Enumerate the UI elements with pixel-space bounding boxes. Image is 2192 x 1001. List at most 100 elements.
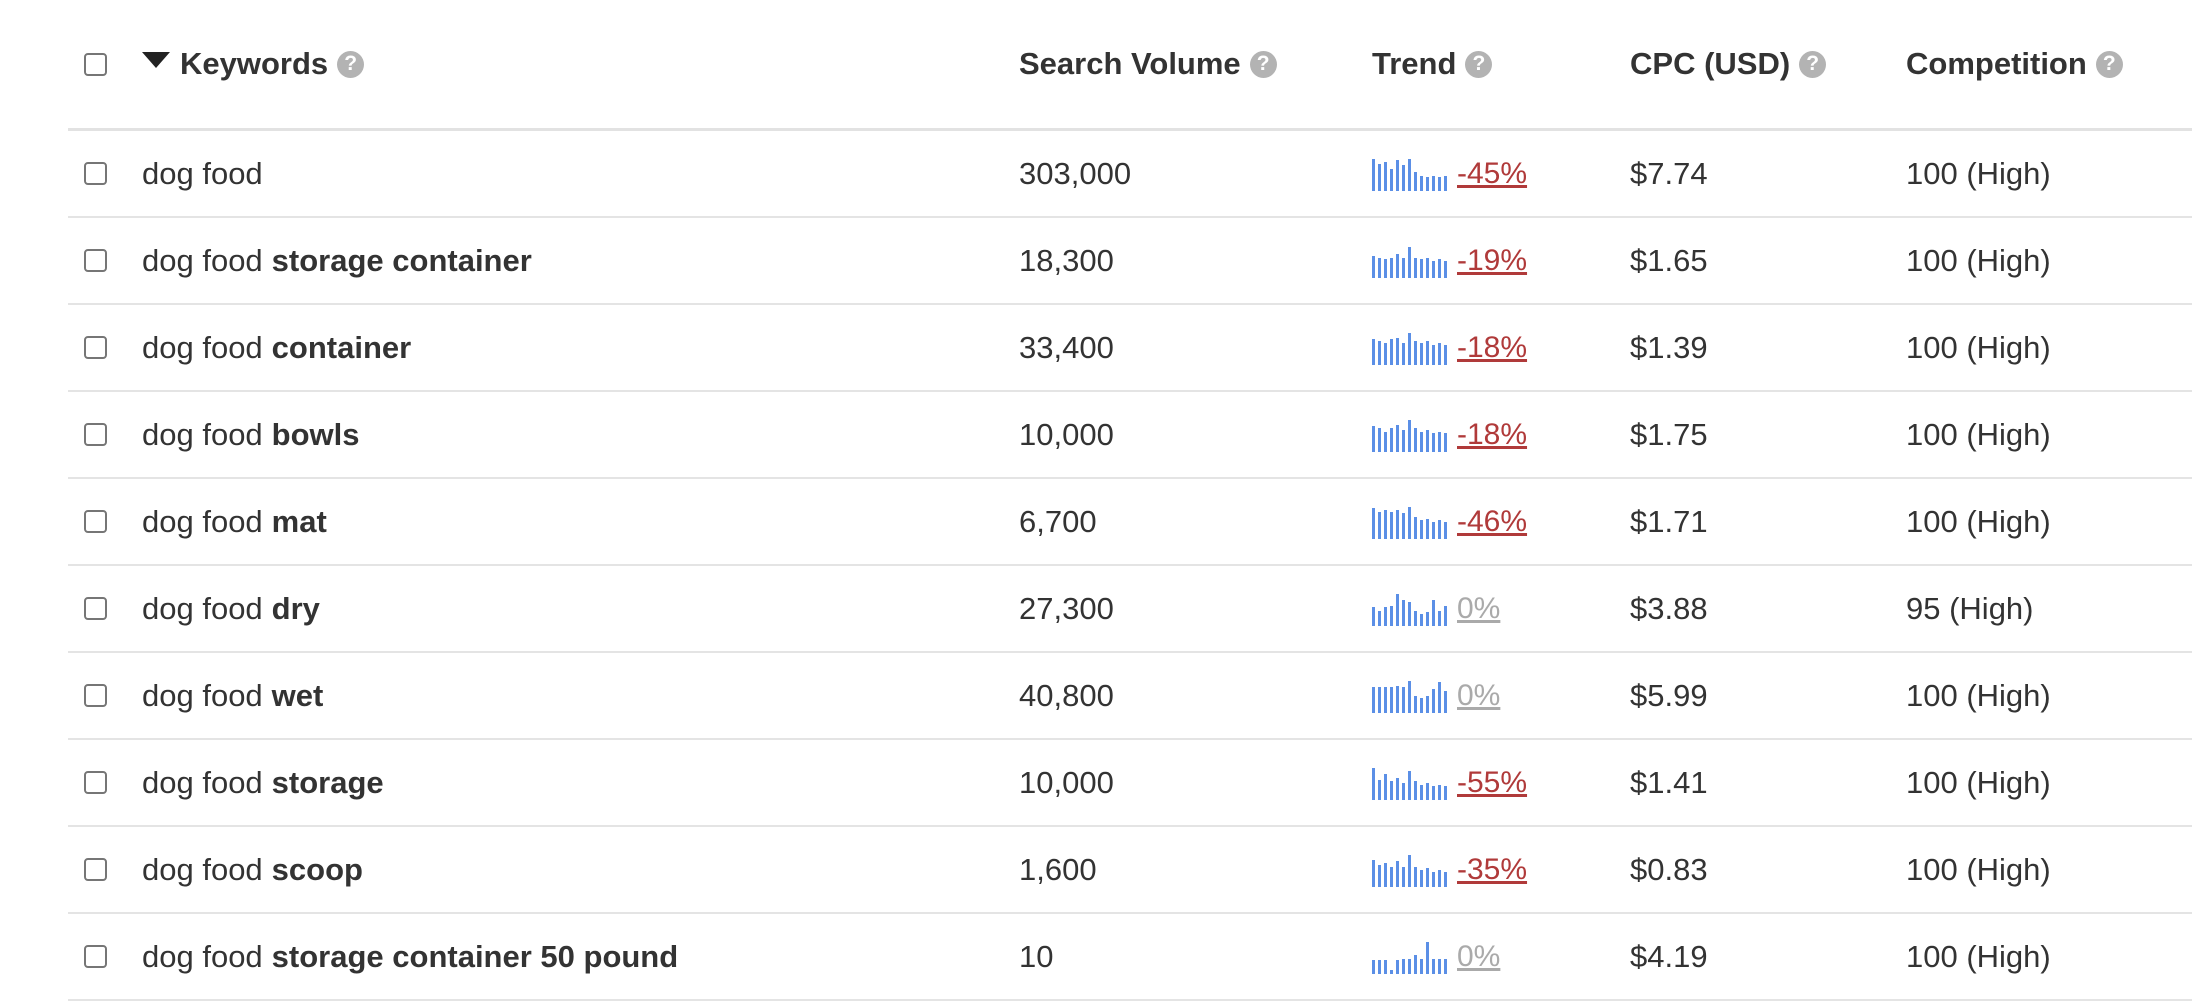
trend-sparkline bbox=[1372, 940, 1447, 974]
table-row[interactable]: dog food mat 6,700 -46% $1.71 100 (High) bbox=[68, 479, 2192, 566]
row-checkbox[interactable] bbox=[84, 162, 107, 185]
competition-cell: 100 (High) bbox=[1906, 851, 2051, 887]
row-checkbox[interactable] bbox=[84, 684, 107, 707]
trend-cell: 0% bbox=[1372, 653, 1500, 738]
trend-help-icon[interactable]: ? bbox=[1465, 50, 1493, 78]
competition-cell: 95 (High) bbox=[1906, 590, 2034, 626]
trend-cell: -46% bbox=[1372, 479, 1527, 564]
trend-percent-link[interactable]: 0% bbox=[1457, 678, 1501, 712]
sort-descending-icon[interactable] bbox=[142, 52, 170, 68]
column-competition[interactable]: Competition ? bbox=[1906, 0, 2123, 128]
trend-sparkline bbox=[1372, 244, 1447, 278]
trend-percent-link[interactable]: 0% bbox=[1457, 591, 1501, 625]
sparkline-bar bbox=[1378, 163, 1381, 191]
cpc-help-icon[interactable]: ? bbox=[1799, 50, 1827, 78]
sparkline-bar bbox=[1420, 869, 1423, 887]
table-row[interactable]: dog food storage container 18,300 -19% $… bbox=[68, 218, 2192, 305]
trend-cell: 0% bbox=[1372, 914, 1500, 999]
sparkline-bar bbox=[1408, 680, 1411, 713]
column-keywords-label: Keywords bbox=[180, 46, 329, 81]
trend-percent-link[interactable]: -35% bbox=[1457, 852, 1528, 886]
select-all-checkbox[interactable] bbox=[84, 52, 107, 76]
keyword-modifier: storage container 50 pound bbox=[271, 938, 679, 974]
keyword-cell: dog food bbox=[142, 131, 272, 216]
column-keywords[interactable]: Keywords ? bbox=[142, 0, 365, 128]
trend-percent-link[interactable]: -45% bbox=[1457, 156, 1528, 190]
row-checkbox[interactable] bbox=[84, 423, 107, 446]
trend-percent-link[interactable]: -19% bbox=[1457, 243, 1528, 277]
column-search-volume[interactable]: Search Volume ? bbox=[1019, 0, 1277, 128]
sparkline-bar bbox=[1438, 431, 1441, 452]
keyword-modifier: wet bbox=[271, 677, 324, 713]
table-row[interactable]: dog food container 33,400 -18% $1.39 100… bbox=[68, 305, 2192, 392]
keyword-cell: dog food scoop bbox=[142, 827, 363, 912]
sparkline-bar bbox=[1396, 337, 1399, 365]
sparkline-bar bbox=[1384, 161, 1387, 191]
sparkline-bar bbox=[1420, 342, 1423, 365]
table-row[interactable]: dog food bowls 10,000 -18% $1.75 100 (Hi… bbox=[68, 392, 2192, 479]
sparkline-bar bbox=[1438, 681, 1441, 713]
keyword-base: dog food bbox=[142, 851, 263, 887]
keyword-modifier: dry bbox=[271, 590, 320, 626]
sparkline-bar bbox=[1390, 511, 1393, 539]
sparkline-bar bbox=[1432, 785, 1435, 800]
trend-sparkline bbox=[1372, 592, 1447, 626]
sparkline-bar bbox=[1414, 780, 1417, 800]
sparkline-bar bbox=[1396, 424, 1399, 452]
competition-help-icon[interactable]: ? bbox=[2095, 50, 2123, 78]
trend-sparkline bbox=[1372, 679, 1447, 713]
trend-sparkline bbox=[1372, 853, 1447, 887]
sparkline-bar bbox=[1384, 431, 1387, 452]
trend-percent-link[interactable]: 0% bbox=[1457, 939, 1501, 973]
cpc-cell: $5.99 bbox=[1630, 677, 1708, 713]
trend-percent-link[interactable]: -46% bbox=[1457, 504, 1528, 538]
column-cpc[interactable]: CPC (USD) ? bbox=[1630, 0, 1827, 128]
row-checkbox[interactable] bbox=[84, 510, 107, 533]
sparkline-bar bbox=[1432, 260, 1435, 278]
sparkline-bar bbox=[1408, 419, 1411, 452]
row-checkbox[interactable] bbox=[84, 945, 107, 968]
table-row[interactable]: dog food wet 40,800 0% $5.99 100 (High) bbox=[68, 653, 2192, 740]
cpc-cell: $4.19 bbox=[1630, 938, 1708, 974]
trend-percent-link[interactable]: -18% bbox=[1457, 417, 1528, 451]
search-volume-help-icon[interactable]: ? bbox=[1249, 50, 1277, 78]
sparkline-bar bbox=[1432, 599, 1435, 626]
table-row[interactable]: dog food 303,000 -45% $7.74 100 (High) bbox=[68, 131, 2192, 218]
trend-percent-link[interactable]: -55% bbox=[1457, 765, 1528, 799]
sparkline-bar bbox=[1378, 686, 1381, 713]
table-row[interactable]: dog food storage container 50 pound 10 0… bbox=[68, 914, 2192, 1001]
competition-cell: 100 (High) bbox=[1906, 677, 2051, 713]
competition-cell: 100 (High) bbox=[1906, 416, 2051, 452]
sparkline-bar bbox=[1438, 958, 1441, 974]
table-row[interactable]: dog food storage 10,000 -55% $1.41 100 (… bbox=[68, 740, 2192, 827]
sparkline-bar bbox=[1402, 429, 1405, 452]
keywords-help-icon[interactable]: ? bbox=[337, 50, 365, 78]
sparkline-bar bbox=[1438, 342, 1441, 365]
sparkline-bar bbox=[1396, 159, 1399, 191]
sparkline-bar bbox=[1426, 782, 1429, 800]
column-trend[interactable]: Trend ? bbox=[1372, 0, 1493, 128]
row-checkbox[interactable] bbox=[84, 858, 107, 881]
sparkline-bar bbox=[1402, 257, 1405, 278]
sparkline-bar bbox=[1420, 613, 1423, 626]
row-checkbox[interactable] bbox=[84, 771, 107, 794]
sparkline-bar bbox=[1426, 176, 1429, 191]
sparkline-bar bbox=[1408, 601, 1411, 626]
sparkline-bar bbox=[1414, 695, 1417, 713]
sparkline-bar bbox=[1414, 610, 1417, 626]
sparkline-bar bbox=[1378, 427, 1381, 452]
trend-cell: -19% bbox=[1372, 218, 1527, 303]
search-volume-cell: 303,000 bbox=[1019, 155, 1132, 191]
sparkline-bar bbox=[1372, 158, 1375, 191]
row-checkbox[interactable] bbox=[84, 597, 107, 620]
sparkline-bar bbox=[1408, 958, 1411, 974]
table-row[interactable]: dog food scoop 1,600 -35% $0.83 100 (Hig… bbox=[68, 827, 2192, 914]
keyword-base: dog food bbox=[142, 938, 263, 974]
keyword-cell: dog food storage bbox=[142, 740, 384, 825]
row-checkbox[interactable] bbox=[84, 249, 107, 272]
trend-percent-link[interactable]: -18% bbox=[1457, 330, 1528, 364]
table-row[interactable]: dog food dry 27,300 0% $3.88 95 (High) bbox=[68, 566, 2192, 653]
row-checkbox[interactable] bbox=[84, 336, 107, 359]
keyword-cell: dog food container bbox=[142, 305, 411, 390]
sparkline-bar bbox=[1396, 593, 1399, 626]
